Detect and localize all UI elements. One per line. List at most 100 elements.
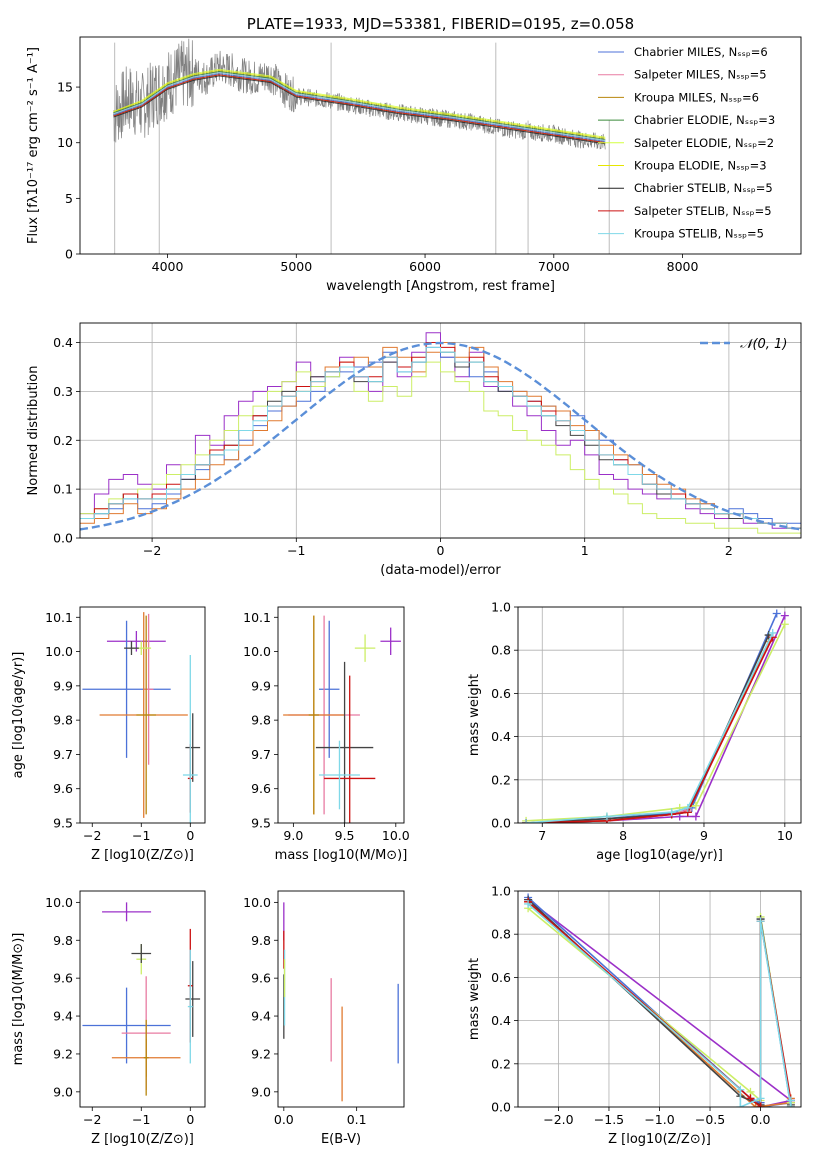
y-tick-label: 9.5: [53, 816, 73, 831]
x-tick-label: 8: [619, 828, 627, 843]
x-tick-label: 0: [186, 1112, 194, 1127]
x-axis-label: mass [log10(M/M⊙)]: [275, 848, 408, 863]
model-line-8: [113, 72, 606, 141]
x-tick-label: 0.1: [347, 1112, 367, 1127]
x-axis-label: wavelength [Angstrom, rest frame]: [326, 279, 555, 294]
data-point-7: [185, 713, 201, 782]
y-tick-label: 9.8: [251, 713, 271, 728]
weight-line-0: [526, 615, 786, 823]
legend-label: Kroupa STELIB, Nₛₛₚ=5: [634, 227, 764, 241]
y-tick-label: 0: [65, 247, 73, 262]
model-line-0: [113, 73, 606, 143]
x-tick-label: 4000: [152, 259, 184, 274]
weight-plot: [522, 609, 789, 823]
legend-label: Salpeter MILES, Nₛₛₚ=5: [634, 68, 767, 82]
x-tick-label: −1: [287, 543, 305, 558]
y-tick-label: 9.6: [251, 781, 271, 796]
y-tick-label: 0.6: [491, 686, 511, 701]
data-point-1: [82, 620, 171, 758]
x-tick-label: 7000: [538, 259, 570, 274]
x-axis-label: Z [log10(Z/Z⊙)]: [608, 1132, 711, 1147]
x-axis-label: Z [log10(Z/Z⊙)]: [91, 1132, 194, 1147]
weight-marker: [691, 801, 700, 810]
y-tick-label: 10.0: [45, 644, 73, 659]
y-tick-label: 1.0: [491, 884, 511, 899]
y-tick-label: 9.6: [53, 781, 73, 796]
weight-marker: [524, 899, 533, 908]
data-point-4: [308, 615, 319, 815]
y-axis-label: mass weight: [467, 958, 482, 1040]
y-tick-label: 5: [65, 191, 73, 206]
x-tick-label: −1.0: [644, 1112, 674, 1127]
legend-label: Salpeter ELODIE, Nₛₛₚ=2: [634, 136, 774, 150]
data-point-6: [124, 641, 139, 655]
data-point-0: [102, 902, 152, 922]
weight-marker: [756, 1103, 765, 1107]
weight-marker: [736, 1085, 745, 1094]
axes-frame: [79, 322, 802, 539]
x-tick-label: −2: [83, 828, 101, 843]
errorbar-plot: [82, 902, 201, 1096]
panel-age-vs-z: −2 −1 0 9.5 9.6 9.7 9.8 9.9 10.0 10.1 Z [log10(Z/Z…: [11, 606, 206, 863]
legend: Chabrier MILES, Nₛₛₚ=6 Salpeter MILES, Nₛ…: [598, 45, 775, 241]
y-tick-label: 0.4: [53, 335, 73, 350]
weight-line-6: [526, 636, 774, 823]
x-tick-label: 9.5: [335, 828, 355, 843]
y-tick-label: 1.0: [491, 600, 511, 615]
errorbar-plot: [82, 612, 201, 823]
y-tick-label: 0.2: [491, 772, 511, 787]
y-tick-label: 0.6: [491, 970, 511, 985]
x-tick-label: 8000: [667, 259, 699, 274]
x-tick-label: 9: [700, 828, 708, 843]
x-tick-label: 10.0: [382, 828, 410, 843]
panel-age-vs-mass: 9.0 9.5 10.0 9.5 9.6 9.7 9.8 9.9 10.0 10.1 mass [l…: [243, 606, 410, 863]
data-point-6: [315, 661, 374, 823]
histogram-step-3: [80, 361, 801, 534]
y-tick-label: 10.0: [243, 644, 271, 659]
panel-mass-weight-vs-age: 7 8 9 10 0.0 0.2 0.4 0.6 0.8 1.0 age [log10(age/yr…: [467, 600, 802, 863]
axes-frame: [517, 606, 802, 824]
data-point-1: [82, 987, 171, 1064]
x-tick-label: 0.0: [274, 1112, 294, 1127]
weight-marker: [751, 1103, 760, 1107]
y-tick-label: 9.8: [53, 933, 73, 948]
y-tick-label: 0.1: [53, 482, 73, 497]
x-tick-label: 6000: [409, 259, 441, 274]
axes-frame: [79, 890, 206, 1108]
data-point-9: [182, 655, 198, 823]
x-tick-label: 1: [581, 543, 589, 558]
y-axis-label: mass [log10(M/M⊙)]: [11, 933, 26, 1066]
weight-marker: [768, 628, 777, 637]
x-tick-label: −1: [132, 1112, 150, 1127]
weight-marker: [691, 812, 700, 821]
y-tick-label: 9.5: [251, 816, 271, 831]
weight-marker: [746, 1094, 755, 1103]
y-tick-label: 0.8: [491, 643, 511, 658]
model-line-4: [113, 68, 606, 138]
axes-frame: [79, 606, 206, 824]
panel-residuals: −2 −1 0 1 2 0.0 0.1 0.2 0.3 0.4 (data-model)/error…: [26, 322, 802, 578]
y-tick-label: 0.2: [491, 1056, 511, 1071]
data-point-5: [354, 634, 376, 662]
y-tick-label: 15: [57, 80, 73, 95]
y-tick-label: 10.0: [243, 895, 271, 910]
weight-plot: [524, 893, 795, 1107]
legend-label: Salpeter STELIB, Nₛₛₚ=5: [634, 204, 772, 218]
weight-marker: [683, 803, 692, 812]
y-tick-label: 9.8: [53, 713, 73, 728]
weight-marker: [786, 1096, 795, 1105]
axes-frame: [517, 890, 802, 1108]
histogram-plot: [80, 332, 801, 534]
x-tick-label: 0: [437, 543, 445, 558]
data-point-0: [380, 627, 401, 655]
x-tick-label: 0: [186, 828, 194, 843]
data-point-1: [318, 620, 340, 758]
y-tick-label: 9.7: [251, 747, 271, 762]
panel-mass-vs-ebv: 0.0 0.1 9.0 9.2 9.4 9.6 9.8 10.0 E(B-V): [243, 890, 405, 1147]
weight-marker: [602, 812, 611, 821]
errorbar-plot: [283, 615, 401, 823]
data-point-6: [131, 944, 152, 963]
y-tick-label: 0.0: [53, 531, 73, 546]
axes-frame: [79, 36, 802, 255]
y-tick-label: 9.9: [53, 678, 73, 693]
